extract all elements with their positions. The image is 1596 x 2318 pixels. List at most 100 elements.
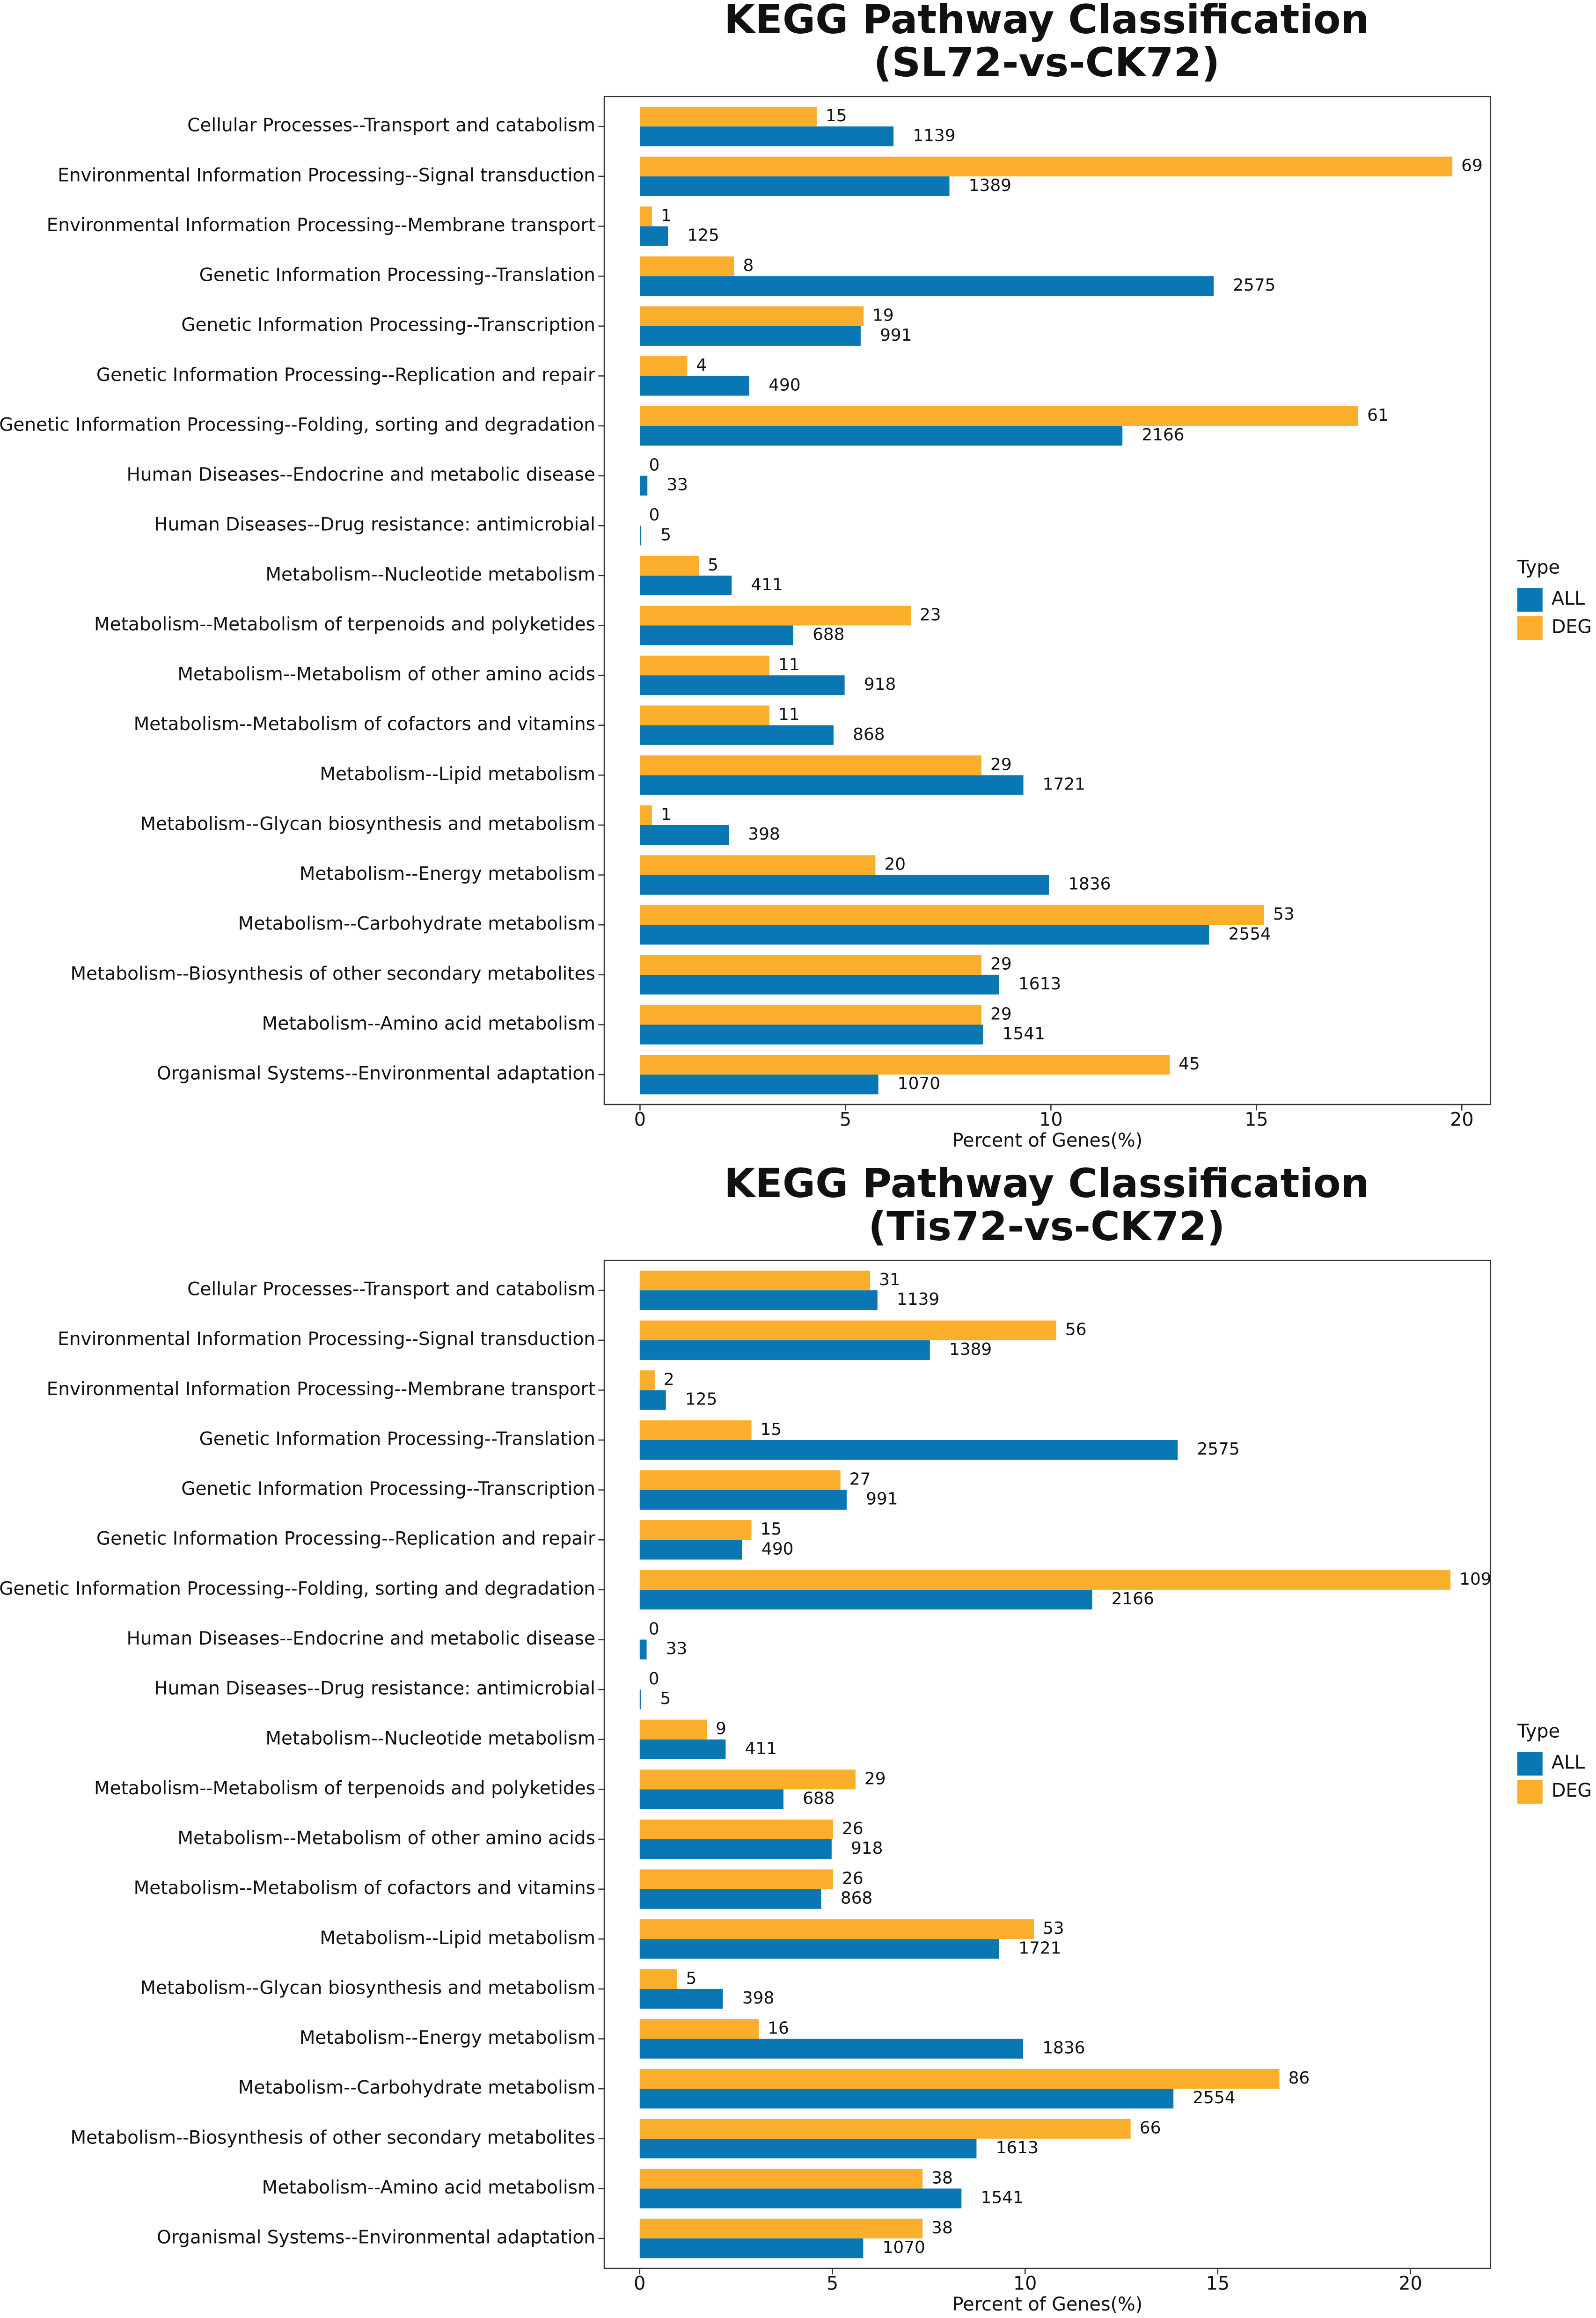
legend-title: Type — [1517, 556, 1560, 578]
category-label: Metabolism--Metabolism of cofactors and … — [134, 1878, 595, 1899]
x-tick-label: 10 — [1039, 1109, 1062, 1130]
x-tick-label: 20 — [1398, 2273, 1422, 2294]
bar — [640, 556, 699, 576]
bar — [639, 2169, 923, 2189]
bar — [640, 306, 864, 326]
data-label: 27 — [849, 1470, 871, 1489]
x-tick-label: 20 — [1450, 1109, 1473, 1130]
bar — [639, 1969, 677, 1989]
chart-subtitle: (SL72-vs-CK72) — [873, 40, 1220, 86]
bar — [640, 725, 834, 745]
data-label: 26 — [842, 1819, 864, 1838]
bar — [640, 755, 982, 775]
legend-title: Type — [1517, 1720, 1560, 1742]
category-label: Metabolism--Biosynthesis of other second… — [71, 2127, 595, 2148]
plot-area: 1139311389561252257515991274901521661093… — [639, 1270, 1491, 2259]
bar — [640, 655, 769, 676]
data-label: 2554 — [1229, 924, 1271, 943]
data-label: 1613 — [1018, 974, 1061, 994]
data-label: 868 — [841, 1889, 872, 1908]
data-label: 1541 — [981, 2188, 1024, 2207]
data-label: 61 — [1367, 406, 1389, 425]
bar — [640, 575, 732, 596]
data-label: 411 — [751, 575, 783, 594]
bar — [640, 905, 1265, 925]
data-label: 11 — [778, 705, 800, 724]
category-label: Metabolism--Nucleotide metabolism — [265, 1728, 595, 1749]
data-label: 1389 — [949, 1340, 992, 1359]
bar — [639, 1420, 752, 1441]
bar — [639, 2089, 1174, 2109]
category-label: Human Diseases--Drug resistance: antimic… — [154, 514, 595, 535]
data-label: 86 — [1289, 2069, 1310, 2088]
data-label: 1070 — [883, 2238, 925, 2257]
bar — [640, 107, 817, 127]
legend-swatch — [1517, 1780, 1543, 1804]
bar — [639, 1370, 655, 1390]
data-label: 1389 — [969, 176, 1011, 195]
chart: KEGG Pathway Classification(SL72-vs-CK72… — [0, 0, 1592, 1151]
category-label: Human Diseases--Endocrine and metabolic … — [127, 1628, 596, 1649]
data-label: 56 — [1065, 1320, 1087, 1339]
data-label: 688 — [813, 625, 844, 644]
bar — [640, 356, 688, 376]
bar — [639, 1470, 841, 1490]
chart-subtitle: (Tis72-vs-CK72) — [868, 1204, 1225, 1250]
legend-label: DEG — [1552, 616, 1592, 637]
category-label: Genetic Information Processing--Replicat… — [96, 1528, 596, 1550]
data-label: 868 — [853, 725, 885, 744]
x-tick-label: 5 — [840, 1109, 851, 1130]
data-label: 490 — [769, 375, 800, 395]
bar — [639, 2069, 1280, 2089]
bar — [639, 1390, 666, 1410]
data-label: 0 — [649, 505, 659, 525]
bar — [640, 955, 982, 975]
data-label: 1139 — [913, 126, 955, 145]
bar — [640, 425, 1123, 446]
data-label: 1721 — [1043, 775, 1085, 794]
data-label: 31 — [879, 1270, 900, 1289]
data-label: 411 — [745, 1739, 777, 1758]
bar — [639, 1839, 832, 1859]
chart-title: KEGG Pathway Classification — [724, 0, 1369, 43]
x-tick-label: 5 — [827, 2273, 838, 2294]
data-label: 5 — [686, 1969, 697, 1988]
bar — [639, 1739, 726, 1759]
bar — [639, 1540, 742, 1560]
data-label: 1139 — [897, 1290, 939, 1309]
x-tick-label: 10 — [1013, 2273, 1037, 2294]
data-label: 33 — [666, 475, 688, 495]
data-label: 29 — [990, 1004, 1012, 1024]
bar — [639, 1440, 1178, 1460]
data-label: 29 — [864, 1769, 886, 1788]
bar — [639, 1719, 707, 1740]
bar — [640, 256, 734, 277]
data-label: 1070 — [898, 1074, 940, 1093]
data-label: 66 — [1140, 2119, 1161, 2138]
legend-label: ALL — [1552, 588, 1585, 609]
x-tick-label: 15 — [1245, 1109, 1268, 1130]
data-label: 1 — [661, 206, 672, 225]
data-label: 490 — [761, 1539, 793, 1558]
bar — [639, 1340, 930, 1360]
bar — [639, 2019, 759, 2039]
data-label: 398 — [748, 825, 780, 844]
bar — [640, 875, 1049, 895]
x-tick-label: 15 — [1206, 2273, 1230, 2294]
category-label: Environmental Information Processing--Me… — [47, 215, 595, 236]
data-label: 16 — [768, 2018, 789, 2038]
category-label: Metabolism--Metabolism of other amino ac… — [177, 664, 595, 685]
bar — [639, 1919, 1034, 1939]
bar — [639, 1689, 641, 1710]
category-label: Metabolism--Amino acid metabolism — [262, 2177, 595, 2198]
data-label: 918 — [851, 1839, 883, 1858]
data-label: 33 — [666, 1639, 688, 1659]
x-axis-title: Percent of Genes(%) — [952, 2294, 1142, 2315]
bar — [639, 1639, 647, 1660]
data-label: 53 — [1273, 905, 1295, 924]
bar — [639, 1490, 847, 1510]
chart: KEGG Pathway Classification(Tis72-vs-CK7… — [0, 1161, 1592, 2315]
category-label: Genetic Information Processing--Transcri… — [181, 1478, 595, 1499]
bar — [640, 675, 845, 695]
